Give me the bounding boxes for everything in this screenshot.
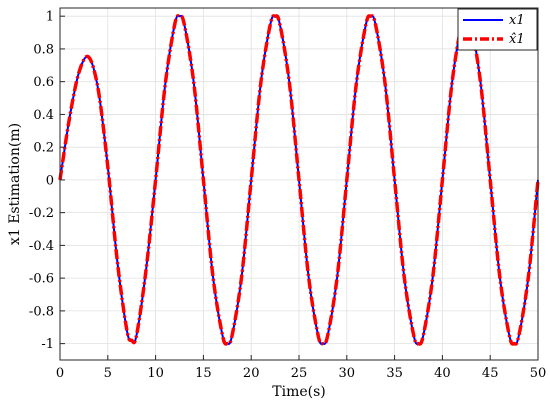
x-axis-ticks: 0 5 10 15 20 25 30 35 40 45 50 <box>56 355 546 381</box>
x-tick-label: 35 <box>386 366 403 381</box>
y-tick-label: 1 <box>46 10 54 25</box>
x-axis-label: Time(s) <box>272 384 325 400</box>
y-tick-label: -1 <box>41 337 54 352</box>
x-tick-label: 15 <box>195 366 212 381</box>
x-tick-label: 45 <box>482 366 499 381</box>
x-tick-label: 50 <box>530 366 547 381</box>
legend: x1 x̂1 <box>457 8 538 51</box>
legend-label-x1: x1 <box>509 13 525 28</box>
y-tick-label: -0.8 <box>29 304 54 319</box>
x-tick-label: 20 <box>243 366 260 381</box>
x-tick-label: 30 <box>339 366 356 381</box>
y-tick-label: 0.6 <box>33 75 54 90</box>
x-tick-label: 0 <box>56 366 64 381</box>
legend-box <box>457 8 538 51</box>
y-tick-label: -0.6 <box>29 272 54 287</box>
x-tick-label: 5 <box>104 366 112 381</box>
y-axis-label: x1 Estimation(m) <box>7 123 23 245</box>
y-tick-label: 0.2 <box>33 141 54 156</box>
y-tick-label: -0.4 <box>29 239 54 254</box>
y-axis-ticks: 1 0.8 0.6 0.4 0.2 0 -0.2 -0.4 -0.6 -0.8 -1 <box>29 10 65 352</box>
y-tick-label: 0.8 <box>33 42 54 57</box>
x-tick-label: 25 <box>291 366 308 381</box>
y-tick-label: -0.2 <box>29 206 54 221</box>
x-tick-label: 40 <box>434 366 451 381</box>
y-tick-label: 0 <box>46 173 54 188</box>
x-tick-label: 10 <box>147 366 164 381</box>
legend-label-x1-hat: x̂1 <box>509 32 525 47</box>
y-tick-label: 0.4 <box>33 108 54 123</box>
